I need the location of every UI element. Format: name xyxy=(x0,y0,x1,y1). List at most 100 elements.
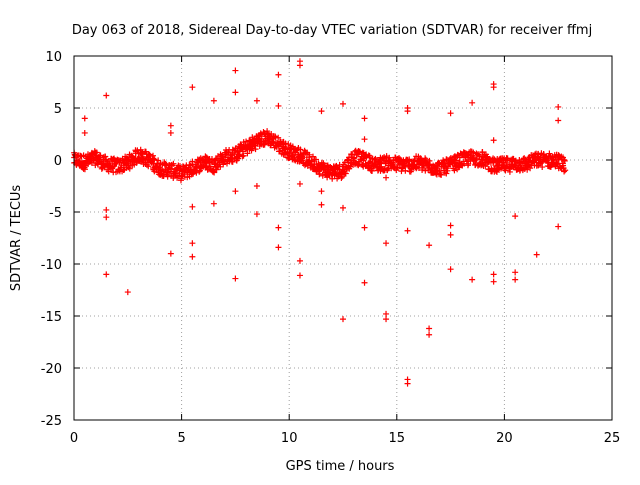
data-point xyxy=(296,257,303,264)
data-point xyxy=(210,97,217,104)
data-point xyxy=(406,156,413,163)
data-point xyxy=(422,156,429,163)
data-point xyxy=(398,165,405,172)
data-point xyxy=(366,152,373,159)
data-point xyxy=(210,168,217,175)
data-point xyxy=(193,169,200,176)
data-point xyxy=(356,148,363,155)
x-tick-label: 15 xyxy=(389,431,406,446)
data-point xyxy=(202,153,209,160)
data-point xyxy=(210,200,217,207)
data-point xyxy=(561,157,568,164)
data-point xyxy=(555,117,562,124)
data-point xyxy=(275,134,282,141)
data-point xyxy=(426,331,433,338)
data-point xyxy=(275,244,282,251)
y-tick-label: -5 xyxy=(49,206,62,221)
data-point xyxy=(196,168,203,175)
tick-layer: 0 5 10 15 20 25 10 5 0 -5 -10 -15 -20 -25 xyxy=(41,50,621,446)
data-point xyxy=(310,153,317,160)
data-point xyxy=(383,240,390,247)
data-point xyxy=(240,152,247,159)
data-point xyxy=(316,170,323,177)
y-tick-label: -20 xyxy=(41,362,62,377)
data-point xyxy=(306,151,313,158)
data-point xyxy=(189,84,196,91)
data-point xyxy=(560,162,567,169)
data-point xyxy=(470,149,477,156)
data-point xyxy=(504,155,511,162)
data-point xyxy=(275,102,282,109)
data-point xyxy=(472,155,479,162)
y-tick-label: 0 xyxy=(54,154,62,169)
data-point xyxy=(143,161,150,168)
data-point xyxy=(447,266,454,273)
data-point xyxy=(447,110,454,117)
data-point xyxy=(404,108,411,115)
data-point xyxy=(313,156,320,163)
data-point xyxy=(318,201,325,208)
data-point xyxy=(275,71,282,78)
data-point xyxy=(213,166,220,173)
data-point xyxy=(145,163,152,170)
plot-frame xyxy=(73,55,613,421)
data-point xyxy=(93,149,100,156)
data-point xyxy=(296,62,303,69)
data-point xyxy=(438,171,445,178)
y-tick-label: -15 xyxy=(41,310,62,325)
data-point xyxy=(432,170,439,177)
data-point xyxy=(299,154,306,161)
data-point xyxy=(539,164,546,171)
y-tick-label: -25 xyxy=(41,414,62,429)
data-point xyxy=(555,103,562,110)
data-point xyxy=(469,276,476,283)
data-point xyxy=(404,380,411,387)
data-point xyxy=(252,146,259,153)
data-point xyxy=(340,204,346,211)
data-point xyxy=(244,142,251,149)
x-tick-label: 0 xyxy=(70,431,78,446)
y-tick-label: 10 xyxy=(45,50,62,65)
x-tick-label: 25 xyxy=(604,431,621,446)
data-point xyxy=(422,167,429,174)
data-point xyxy=(126,165,133,172)
y-axis-title: SDTVAR / TECUs xyxy=(9,185,24,292)
data-point xyxy=(155,157,162,164)
data-point xyxy=(493,162,500,169)
data-point xyxy=(232,89,239,96)
x-axis-title: GPS time / hours xyxy=(286,459,395,474)
data-point xyxy=(124,289,131,296)
data-point xyxy=(447,231,454,238)
data-point xyxy=(189,158,196,165)
data-point xyxy=(102,153,109,160)
data-point xyxy=(81,129,88,136)
data-point xyxy=(490,278,497,285)
data-point xyxy=(229,158,236,165)
data-point xyxy=(490,271,497,278)
data-point xyxy=(486,156,493,163)
data-point xyxy=(361,136,368,143)
data-point xyxy=(189,240,196,247)
data-point xyxy=(103,92,110,99)
data-point xyxy=(555,223,562,230)
data-point xyxy=(253,183,260,189)
data-point xyxy=(203,162,210,169)
data-points xyxy=(71,58,569,387)
x-tick-label: 10 xyxy=(281,431,298,446)
data-point xyxy=(426,242,433,249)
data-point xyxy=(340,316,346,323)
data-point xyxy=(253,211,260,218)
data-point xyxy=(103,271,110,278)
data-point xyxy=(81,115,88,122)
data-point xyxy=(301,162,308,169)
y-tick-label: 5 xyxy=(54,102,62,117)
data-point xyxy=(103,214,110,221)
data-point xyxy=(415,161,422,168)
grid-layer xyxy=(74,56,612,420)
data-point xyxy=(546,150,553,157)
data-point xyxy=(232,188,239,195)
data-point xyxy=(167,250,174,257)
data-point xyxy=(369,167,376,174)
data-point xyxy=(151,156,158,163)
